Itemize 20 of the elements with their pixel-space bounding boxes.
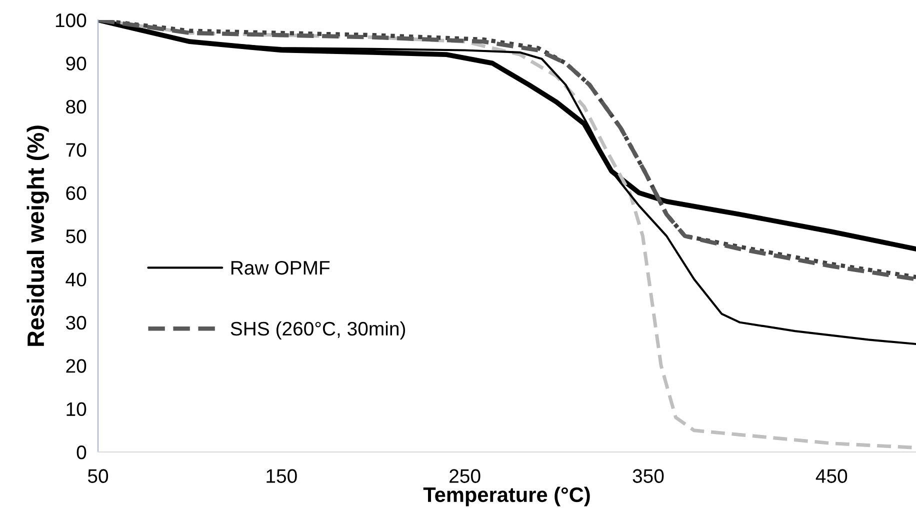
y-axis-title: Residual weight (%) — [26, 126, 49, 346]
y-tick-label: 70 — [66, 143, 86, 157]
x-tick-label: 250 — [450, 469, 480, 483]
legend-label: SHS (260°C, 30min) — [230, 321, 406, 340]
y-tick-label: 80 — [66, 100, 86, 114]
y-tick-label: 90 — [66, 56, 86, 70]
x-tick-label: 450 — [816, 469, 848, 483]
y-tick-label: 40 — [66, 272, 86, 286]
x-tick-label: 350 — [632, 469, 664, 483]
y-tick-label: 60 — [66, 186, 86, 200]
y-tick-label: 0 — [76, 445, 86, 460]
x-axis-title: Temperature (°C) — [423, 486, 590, 506]
x-tick-label: 50 — [88, 469, 108, 483]
legend-label: Raw OPMF — [231, 260, 330, 275]
y-tick-label: 20 — [66, 359, 86, 373]
y-tick-label: 50 — [66, 229, 86, 244]
y-tick-label: 100 — [56, 13, 86, 28]
y-tick-label: 30 — [66, 316, 86, 330]
x-tick-label: 150 — [266, 469, 297, 483]
y-tick-label: 10 — [66, 402, 86, 416]
